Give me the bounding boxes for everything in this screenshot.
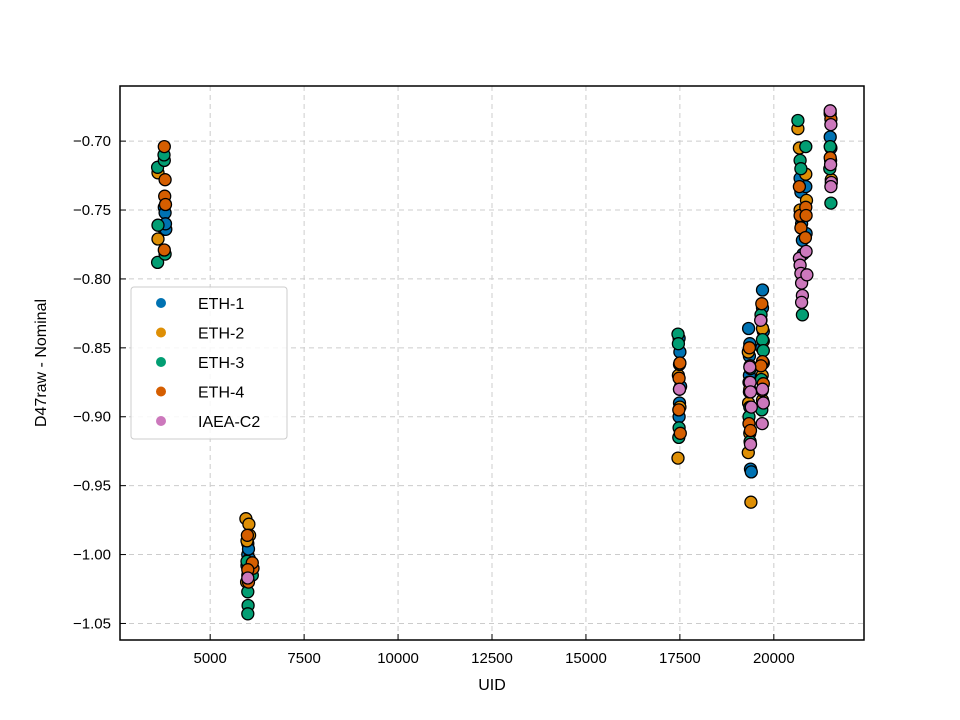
data-point: [755, 283, 770, 297]
data-point: [672, 403, 686, 417]
axis-ticks: [120, 140, 775, 640]
legend-label: ETH-4: [198, 385, 244, 402]
x-tick-label: 12500: [471, 650, 513, 667]
data-point: [158, 173, 172, 187]
grid-lines: [120, 86, 864, 640]
y-tick-label: −0.90: [73, 409, 111, 426]
x-tick-label: 5000: [193, 650, 226, 667]
x-tick-label: 7500: [287, 650, 320, 667]
legend-box: [130, 286, 288, 440]
data-point: [798, 230, 813, 245]
legend-marker: [156, 327, 166, 338]
legend-label: ETH-2: [198, 326, 244, 343]
data-point: [671, 451, 685, 465]
legend-marker: [156, 298, 166, 308]
data-point: [823, 104, 837, 118]
x-tick-label: 20000: [753, 650, 795, 667]
data-point: [800, 268, 814, 282]
data-point: [824, 117, 838, 132]
data-point: [795, 308, 810, 322]
data-point: [672, 382, 687, 396]
x-tick-label: 17500: [659, 650, 701, 667]
data-point: [791, 113, 805, 128]
data-point: [743, 360, 757, 374]
data-point: [824, 196, 838, 210]
data-point: [755, 416, 769, 431]
data-point: [744, 400, 758, 414]
legend-marker: [156, 416, 166, 426]
data-point: [242, 517, 256, 531]
data-point: [157, 139, 171, 154]
data-point: [151, 232, 165, 246]
data-point: [792, 179, 807, 194]
data-point: [743, 385, 758, 399]
data-point: [799, 244, 813, 259]
data-points: [150, 104, 838, 621]
axis-tick-labels: 5000 7500 10000 12500 15000 17500 20000 −0.70 −0…: [73, 133, 795, 667]
legend-marker: [156, 386, 166, 397]
data-point: [158, 197, 173, 212]
data-point: [672, 371, 686, 385]
data-point: [743, 437, 758, 451]
data-point: [673, 356, 687, 370]
data-point: [741, 321, 756, 336]
data-point: [157, 243, 171, 257]
data-point: [671, 337, 686, 351]
data-point: [754, 359, 768, 373]
series-iaea-c2: [241, 104, 838, 585]
data-point: [755, 382, 770, 396]
data-point: [756, 343, 770, 358]
data-point: [824, 179, 838, 194]
data-point: [823, 157, 838, 172]
data-point: [673, 426, 687, 440]
y-tick-label: −0.85: [73, 340, 111, 357]
data-point: [241, 607, 255, 621]
data-point: [744, 495, 758, 509]
data-point: [799, 139, 813, 154]
legend-marker: [156, 357, 166, 367]
y-tick-label: −0.70: [73, 133, 111, 150]
legend-label: ETH-1: [198, 296, 244, 313]
data-point: [755, 332, 770, 347]
x-tick-label: 10000: [377, 650, 419, 667]
x-axis-label: UID: [478, 677, 506, 694]
legend-label: ETH-3: [198, 355, 244, 372]
data-point: [799, 208, 813, 223]
data-point: [150, 255, 165, 270]
x-tick-label: 15000: [565, 650, 607, 667]
data-point: [754, 313, 768, 327]
data-point: [794, 162, 808, 176]
data-point: [743, 423, 758, 438]
y-tick-label: −1.05: [73, 615, 111, 632]
data-point: [794, 295, 809, 310]
legend: ETH-1 ETH-2 ETH-3 ETH-4 IAEA-C2: [130, 286, 288, 440]
data-point: [240, 528, 255, 542]
y-tick-label: −0.80: [73, 271, 111, 288]
y-tick-label: −0.95: [73, 478, 111, 495]
legend-label: IAEA-C2: [198, 414, 260, 431]
data-point: [151, 218, 165, 232]
data-point: [241, 571, 255, 585]
data-point: [755, 297, 769, 311]
y-tick-label: −0.75: [73, 202, 111, 219]
y-axis-label: D47raw - Nominal: [33, 299, 50, 427]
data-point: [744, 465, 758, 479]
data-point: [742, 341, 757, 355]
data-point: [756, 396, 770, 410]
y-tick-label: −1.00: [73, 547, 111, 564]
data-point: [823, 139, 837, 154]
